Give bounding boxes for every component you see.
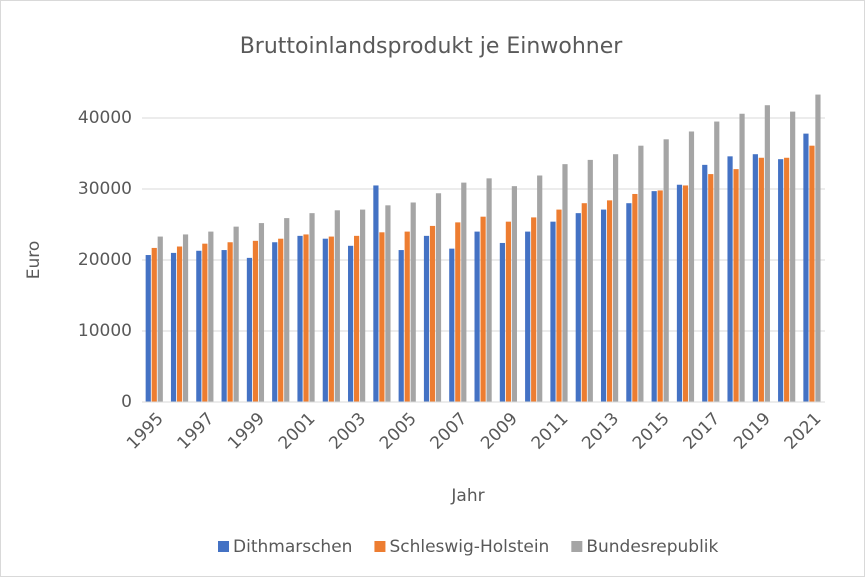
bar [354, 235, 360, 402]
legend-label: Dithmarschen [233, 537, 352, 557]
bar [525, 231, 531, 402]
bar [790, 111, 796, 403]
bar [505, 221, 511, 402]
bar [208, 231, 214, 402]
bar [581, 203, 587, 402]
bar [455, 222, 461, 402]
bar [202, 243, 208, 402]
bar [385, 205, 391, 402]
bar [182, 234, 189, 402]
x-axis-title: Jahr [450, 486, 484, 506]
legend-swatch [218, 541, 229, 552]
bar [145, 255, 151, 402]
bar [221, 250, 227, 402]
bar [537, 175, 543, 402]
bar [449, 248, 455, 402]
bar [626, 203, 632, 402]
bar [309, 213, 315, 402]
bar [297, 235, 303, 402]
y-tick-label: 20000 [78, 250, 132, 270]
bar [303, 234, 309, 402]
bar [499, 242, 505, 402]
bar [486, 178, 492, 402]
bar [676, 184, 683, 402]
bar [511, 186, 517, 402]
bar [550, 221, 556, 402]
bar [809, 145, 815, 402]
bar [688, 131, 695, 403]
bar [151, 247, 157, 402]
legend-label: Schleswig-Holstein [389, 537, 549, 557]
bar [348, 245, 354, 402]
y-tick-label: 10000 [78, 321, 132, 341]
bar [398, 250, 404, 402]
bar [474, 231, 480, 402]
bar [176, 246, 183, 402]
legend-label: Bundesrepublik [586, 537, 718, 557]
bar [258, 223, 265, 402]
bar [227, 242, 233, 402]
bar [246, 257, 253, 402]
legend-swatch [571, 541, 583, 552]
bar [429, 225, 436, 402]
bar [702, 164, 708, 402]
y-tick-label: 40000 [78, 108, 132, 128]
bar [739, 113, 745, 403]
bar [663, 139, 669, 403]
bar [170, 252, 177, 402]
bar [562, 164, 568, 402]
bar [233, 226, 239, 402]
bar [632, 193, 638, 402]
bar [404, 231, 410, 402]
bar [272, 242, 278, 402]
bar [651, 191, 657, 402]
bar [531, 217, 537, 402]
bar [423, 235, 430, 402]
bar [373, 185, 379, 402]
bar [682, 185, 689, 402]
bar [600, 209, 607, 402]
bar [435, 193, 442, 402]
y-tick-label: 0 [121, 392, 132, 412]
bar [587, 159, 593, 402]
bar [727, 156, 733, 402]
bar [815, 94, 821, 402]
bar [708, 174, 714, 402]
bar [638, 145, 644, 402]
bar [784, 157, 790, 402]
bar [410, 202, 416, 402]
bar [196, 250, 202, 402]
bar [284, 218, 290, 402]
bar [612, 154, 619, 402]
bar [778, 159, 784, 402]
bar [360, 209, 366, 402]
bar [461, 182, 467, 402]
bar [328, 236, 334, 402]
bar [758, 157, 764, 402]
legend-swatch [374, 541, 386, 552]
bar [480, 216, 486, 402]
bar [157, 236, 163, 402]
bar [714, 121, 720, 403]
bar [322, 238, 328, 402]
bar [379, 232, 385, 402]
bar [733, 169, 739, 402]
bar [657, 190, 663, 402]
bar [334, 210, 340, 402]
bar [606, 200, 613, 402]
bar [752, 154, 758, 402]
bar [556, 209, 562, 402]
bar [252, 240, 259, 402]
bar [278, 238, 284, 402]
bar [803, 133, 809, 402]
y-axis-title: Euro [24, 241, 44, 280]
y-tick-label: 30000 [78, 179, 132, 199]
bar [764, 105, 770, 402]
chart-title: Bruttoinlandsprodukt je Einwohner [240, 34, 624, 59]
bar [575, 213, 581, 402]
